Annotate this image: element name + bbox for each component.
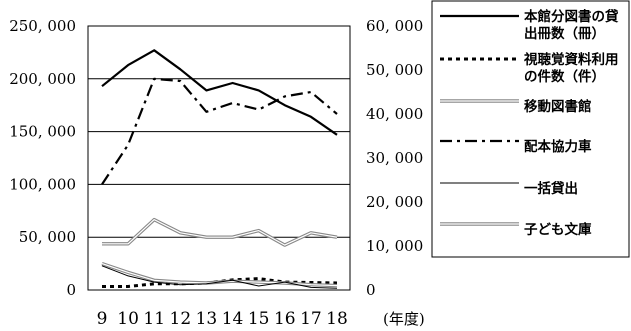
- legend-item-4: 配本協力車: [440, 138, 592, 155]
- right-tick-label: 20, 000: [366, 193, 423, 211]
- left-tick-label: 200, 000: [9, 70, 76, 88]
- legend-label: 一括貸出: [524, 180, 578, 197]
- left-tick-label: 0: [66, 281, 76, 299]
- legend-item-3: 移動図書館: [440, 98, 592, 115]
- left-tick-label: 50, 000: [19, 228, 76, 246]
- x-tick-label: 17: [300, 309, 322, 329]
- legend-label: 出冊数（冊）: [524, 25, 605, 42]
- legend-label: 配本協力車: [524, 138, 592, 155]
- series-1: [101, 49, 338, 136]
- x-axis-ticks: 9 10 11 12 13 14 15 16 17 18: [97, 309, 348, 329]
- right-tick-label: 0: [366, 281, 376, 299]
- series-4: [101, 77, 338, 186]
- x-tick-label: 10: [117, 309, 139, 329]
- x-tick-label: 12: [170, 309, 192, 329]
- x-axis-label: (年度): [383, 310, 425, 328]
- left-axis-ticks: 0 50, 000 100, 000 150, 000 200, 000 250, 000: [9, 17, 76, 299]
- right-tick-label: 40, 000: [366, 105, 423, 123]
- series-6: [102, 217, 338, 247]
- series-line-5: [101, 265, 338, 289]
- x-tick-label: 14: [222, 309, 244, 329]
- x-tick-label: 9: [97, 309, 108, 329]
- x-tick-label: 11: [143, 309, 165, 329]
- x-tick-label: 15: [248, 309, 270, 329]
- legend-label: 移動図書館: [524, 98, 592, 115]
- grid-lines: [88, 25, 350, 238]
- plot-area-frame: [87, 25, 351, 291]
- legend-label: 視聴覚資料利用: [523, 51, 619, 68]
- series-lines: [101, 49, 338, 289]
- legend-item-6: 子ども文庫: [440, 221, 592, 238]
- series-line-4: [101, 77, 338, 186]
- right-tick-label: 50, 000: [366, 61, 423, 79]
- right-axis-ticks: 0 10, 000 20, 000 30, 000 40, 000 50, 000 60, …: [366, 17, 423, 299]
- legend-label: の件数（件）: [524, 68, 605, 85]
- x-tick-label: 18: [326, 309, 348, 329]
- legend-label: 子ども文庫: [524, 221, 592, 238]
- x-tick-label: 16: [274, 309, 296, 329]
- left-tick-label: 150, 000: [9, 123, 76, 141]
- right-tick-label: 30, 000: [366, 149, 423, 167]
- right-tick-label: 60, 000: [366, 17, 423, 35]
- series-line-1: [101, 49, 338, 136]
- left-tick-label: 100, 000: [9, 175, 76, 193]
- right-tick-label: 10, 000: [366, 237, 423, 255]
- series-5: [101, 265, 338, 289]
- legend-item-5: 一括貸出: [440, 180, 578, 197]
- x-tick-label: 13: [196, 309, 218, 329]
- series-line-6: [102, 217, 338, 247]
- legend-frame: [431, 0, 630, 258]
- legend-label: 本館分図書の貸: [524, 8, 619, 25]
- series-line-6-inner: [102, 219, 338, 246]
- left-tick-label: 250, 000: [9, 17, 76, 35]
